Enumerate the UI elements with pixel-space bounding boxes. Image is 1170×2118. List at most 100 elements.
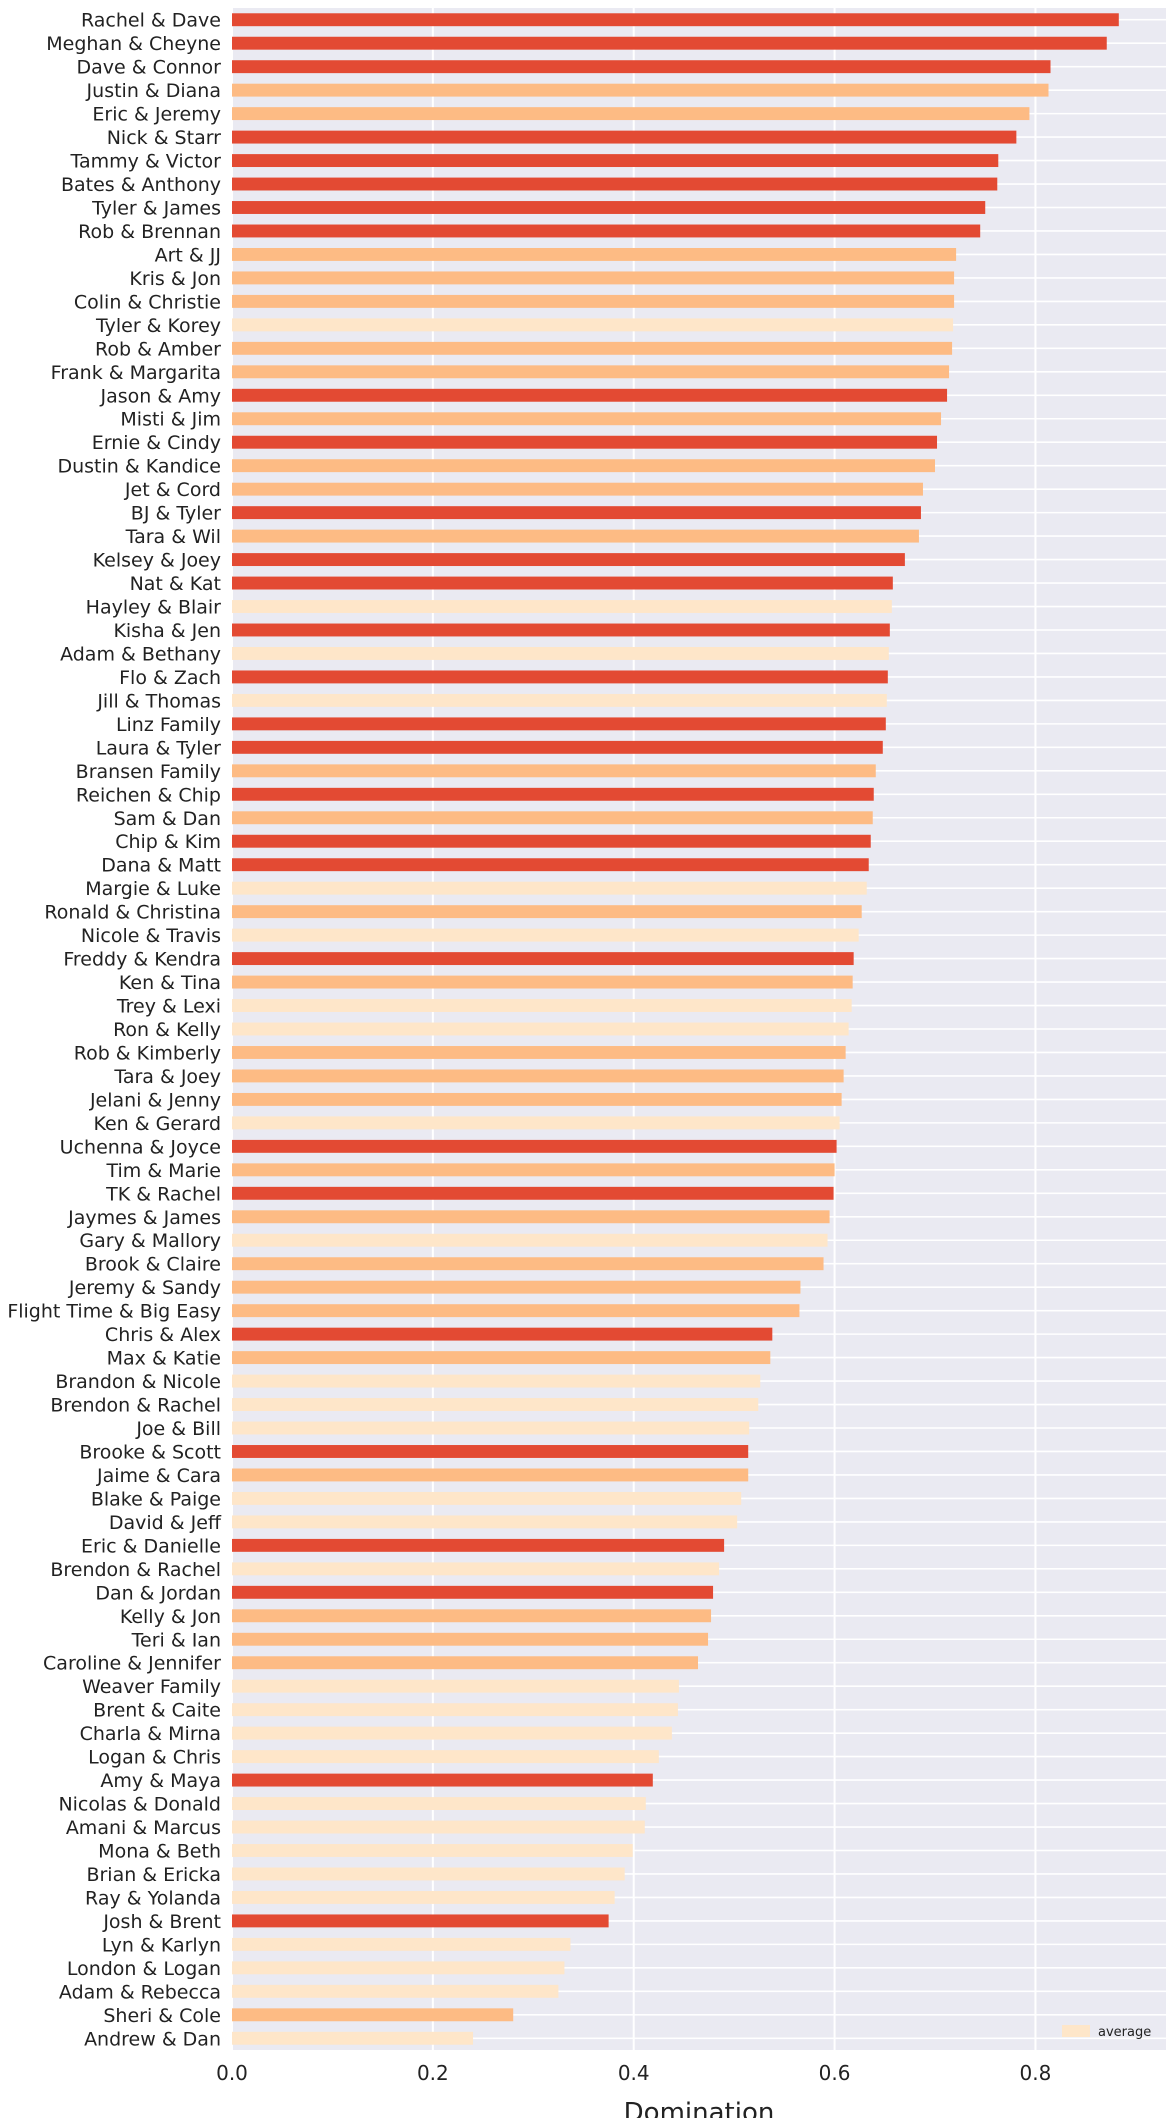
bar-53: [232, 1257, 824, 1271]
bar-15: [232, 365, 950, 379]
bar-7: [232, 177, 998, 191]
bar-26: [232, 623, 890, 637]
category-label-62: Jaime & Cara: [96, 1465, 221, 1487]
category-label-48: Uchenna & Joyce: [60, 1136, 221, 1158]
category-label-77: Amani & Marcus: [66, 1817, 221, 1839]
category-label-2: Dave & Connor: [76, 57, 221, 79]
category-label-70: Caroline & Jennifer: [43, 1653, 221, 1675]
bar-73: [232, 1726, 672, 1740]
category-label-85: Sheri & Cole: [103, 2005, 221, 2027]
category-label-35: Chip & Kim: [115, 831, 221, 853]
bar-11: [232, 271, 955, 285]
category-label-41: Ken & Tina: [119, 972, 221, 994]
bar-34: [232, 811, 873, 825]
category-label-18: Ernie & Cindy: [92, 432, 221, 454]
bar-77: [232, 1820, 645, 1834]
category-label-60: Joe & Bill: [135, 1418, 221, 1440]
category-label-63: Blake & Paige: [91, 1488, 221, 1510]
bar-24: [232, 576, 893, 590]
category-label-82: Lyn & Karlyn: [102, 1934, 221, 1956]
bar-21: [232, 506, 921, 520]
category-label-6: Tammy & Victor: [70, 151, 222, 173]
category-label-16: Jason & Amy: [100, 385, 221, 407]
bar-18: [232, 435, 938, 449]
x-tick-label-3: 0.6: [819, 2061, 851, 2085]
category-label-26: Kisha & Jen: [113, 620, 221, 642]
category-label-8: Tyler & James: [91, 198, 221, 220]
bar-59: [232, 1398, 759, 1411]
category-label-58: Brandon & Nicole: [55, 1371, 221, 1393]
category-label-20: Jet & Cord: [124, 479, 221, 501]
category-label-4: Eric & Jeremy: [92, 104, 221, 126]
bar-43: [232, 1022, 849, 1036]
category-label-12: Colin & Christie: [74, 291, 221, 313]
bar-2: [232, 60, 1051, 74]
bar-79: [232, 1867, 625, 1881]
bar-84: [232, 1984, 559, 1998]
bar-63: [232, 1491, 742, 1505]
category-label-52: Gary & Mallory: [79, 1230, 221, 1252]
x-axis-ticks: 0.0 0.2 0.4 0.6 0.8: [216, 2061, 1051, 2085]
bar-80: [232, 1890, 615, 1904]
bar-9: [232, 224, 981, 238]
bar-45: [232, 1069, 844, 1083]
bar-23: [232, 553, 905, 567]
bar-14: [232, 341, 953, 355]
category-label-83: London & Logan: [67, 1958, 221, 1980]
category-label-66: Brendon & Rachel: [50, 1559, 221, 1581]
bar-66: [232, 1562, 720, 1576]
category-label-31: Laura & Tyler: [96, 737, 221, 759]
category-label-28: Flo & Zach: [119, 667, 221, 689]
bar-51: [232, 1210, 830, 1224]
category-label-44: Rob & Kimberly: [74, 1042, 221, 1064]
bar-13: [232, 318, 954, 332]
category-label-57: Max & Katie: [107, 1348, 221, 1370]
category-label-51: Jaymes & James: [67, 1207, 221, 1229]
bar-6: [232, 154, 999, 168]
category-label-24: Nat & Kat: [130, 573, 221, 595]
category-label-59: Brendon & Rachel: [50, 1395, 221, 1417]
x-tick-label-4: 0.8: [1020, 2061, 1052, 2085]
bar-86: [232, 2031, 474, 2045]
bar-8: [232, 201, 986, 214]
bar-49: [232, 1163, 835, 1177]
bar-5: [232, 130, 1017, 144]
bar-38: [232, 905, 862, 919]
category-label-76: Nicolas & Donald: [58, 1794, 221, 1816]
category-label-1: Meghan & Cheyne: [46, 33, 221, 55]
category-label-78: Mona & Beth: [98, 1840, 221, 1862]
bar-69: [232, 1632, 709, 1646]
bar-44: [232, 1046, 846, 1059]
category-label-13: Tyler & Korey: [95, 315, 221, 337]
category-label-15: Frank & Margarita: [51, 362, 221, 384]
category-label-39: Nicole & Travis: [81, 925, 221, 947]
bar-55: [232, 1304, 800, 1318]
category-label-61: Brooke & Scott: [79, 1441, 221, 1463]
bar-17: [232, 412, 942, 426]
x-tick-label-1: 0.2: [417, 2061, 449, 2085]
bar-48: [232, 1139, 837, 1153]
category-label-38: Ronald & Christina: [44, 902, 221, 924]
category-label-74: Logan & Chris: [88, 1747, 221, 1769]
bar-1: [232, 36, 1107, 50]
category-label-84: Adam & Rebecca: [59, 1981, 221, 2003]
bar-22: [232, 529, 919, 543]
bar-58: [232, 1374, 761, 1388]
category-label-9: Rob & Brennan: [78, 221, 221, 243]
bar-75: [232, 1773, 653, 1787]
bar-20: [232, 482, 923, 496]
category-label-72: Brent & Caite: [93, 1700, 221, 1722]
bar-52: [232, 1233, 828, 1247]
bar-12: [232, 294, 955, 308]
bar-83: [232, 1961, 565, 1975]
category-label-37: Margie & Luke: [85, 878, 221, 900]
bar-56: [232, 1327, 773, 1341]
bar-68: [232, 1609, 712, 1623]
category-label-65: Eric & Danielle: [81, 1535, 221, 1557]
bar-29: [232, 693, 887, 707]
bar-42: [232, 999, 852, 1012]
bar-27: [232, 647, 889, 660]
category-label-80: Ray & Yolanda: [85, 1887, 221, 1909]
